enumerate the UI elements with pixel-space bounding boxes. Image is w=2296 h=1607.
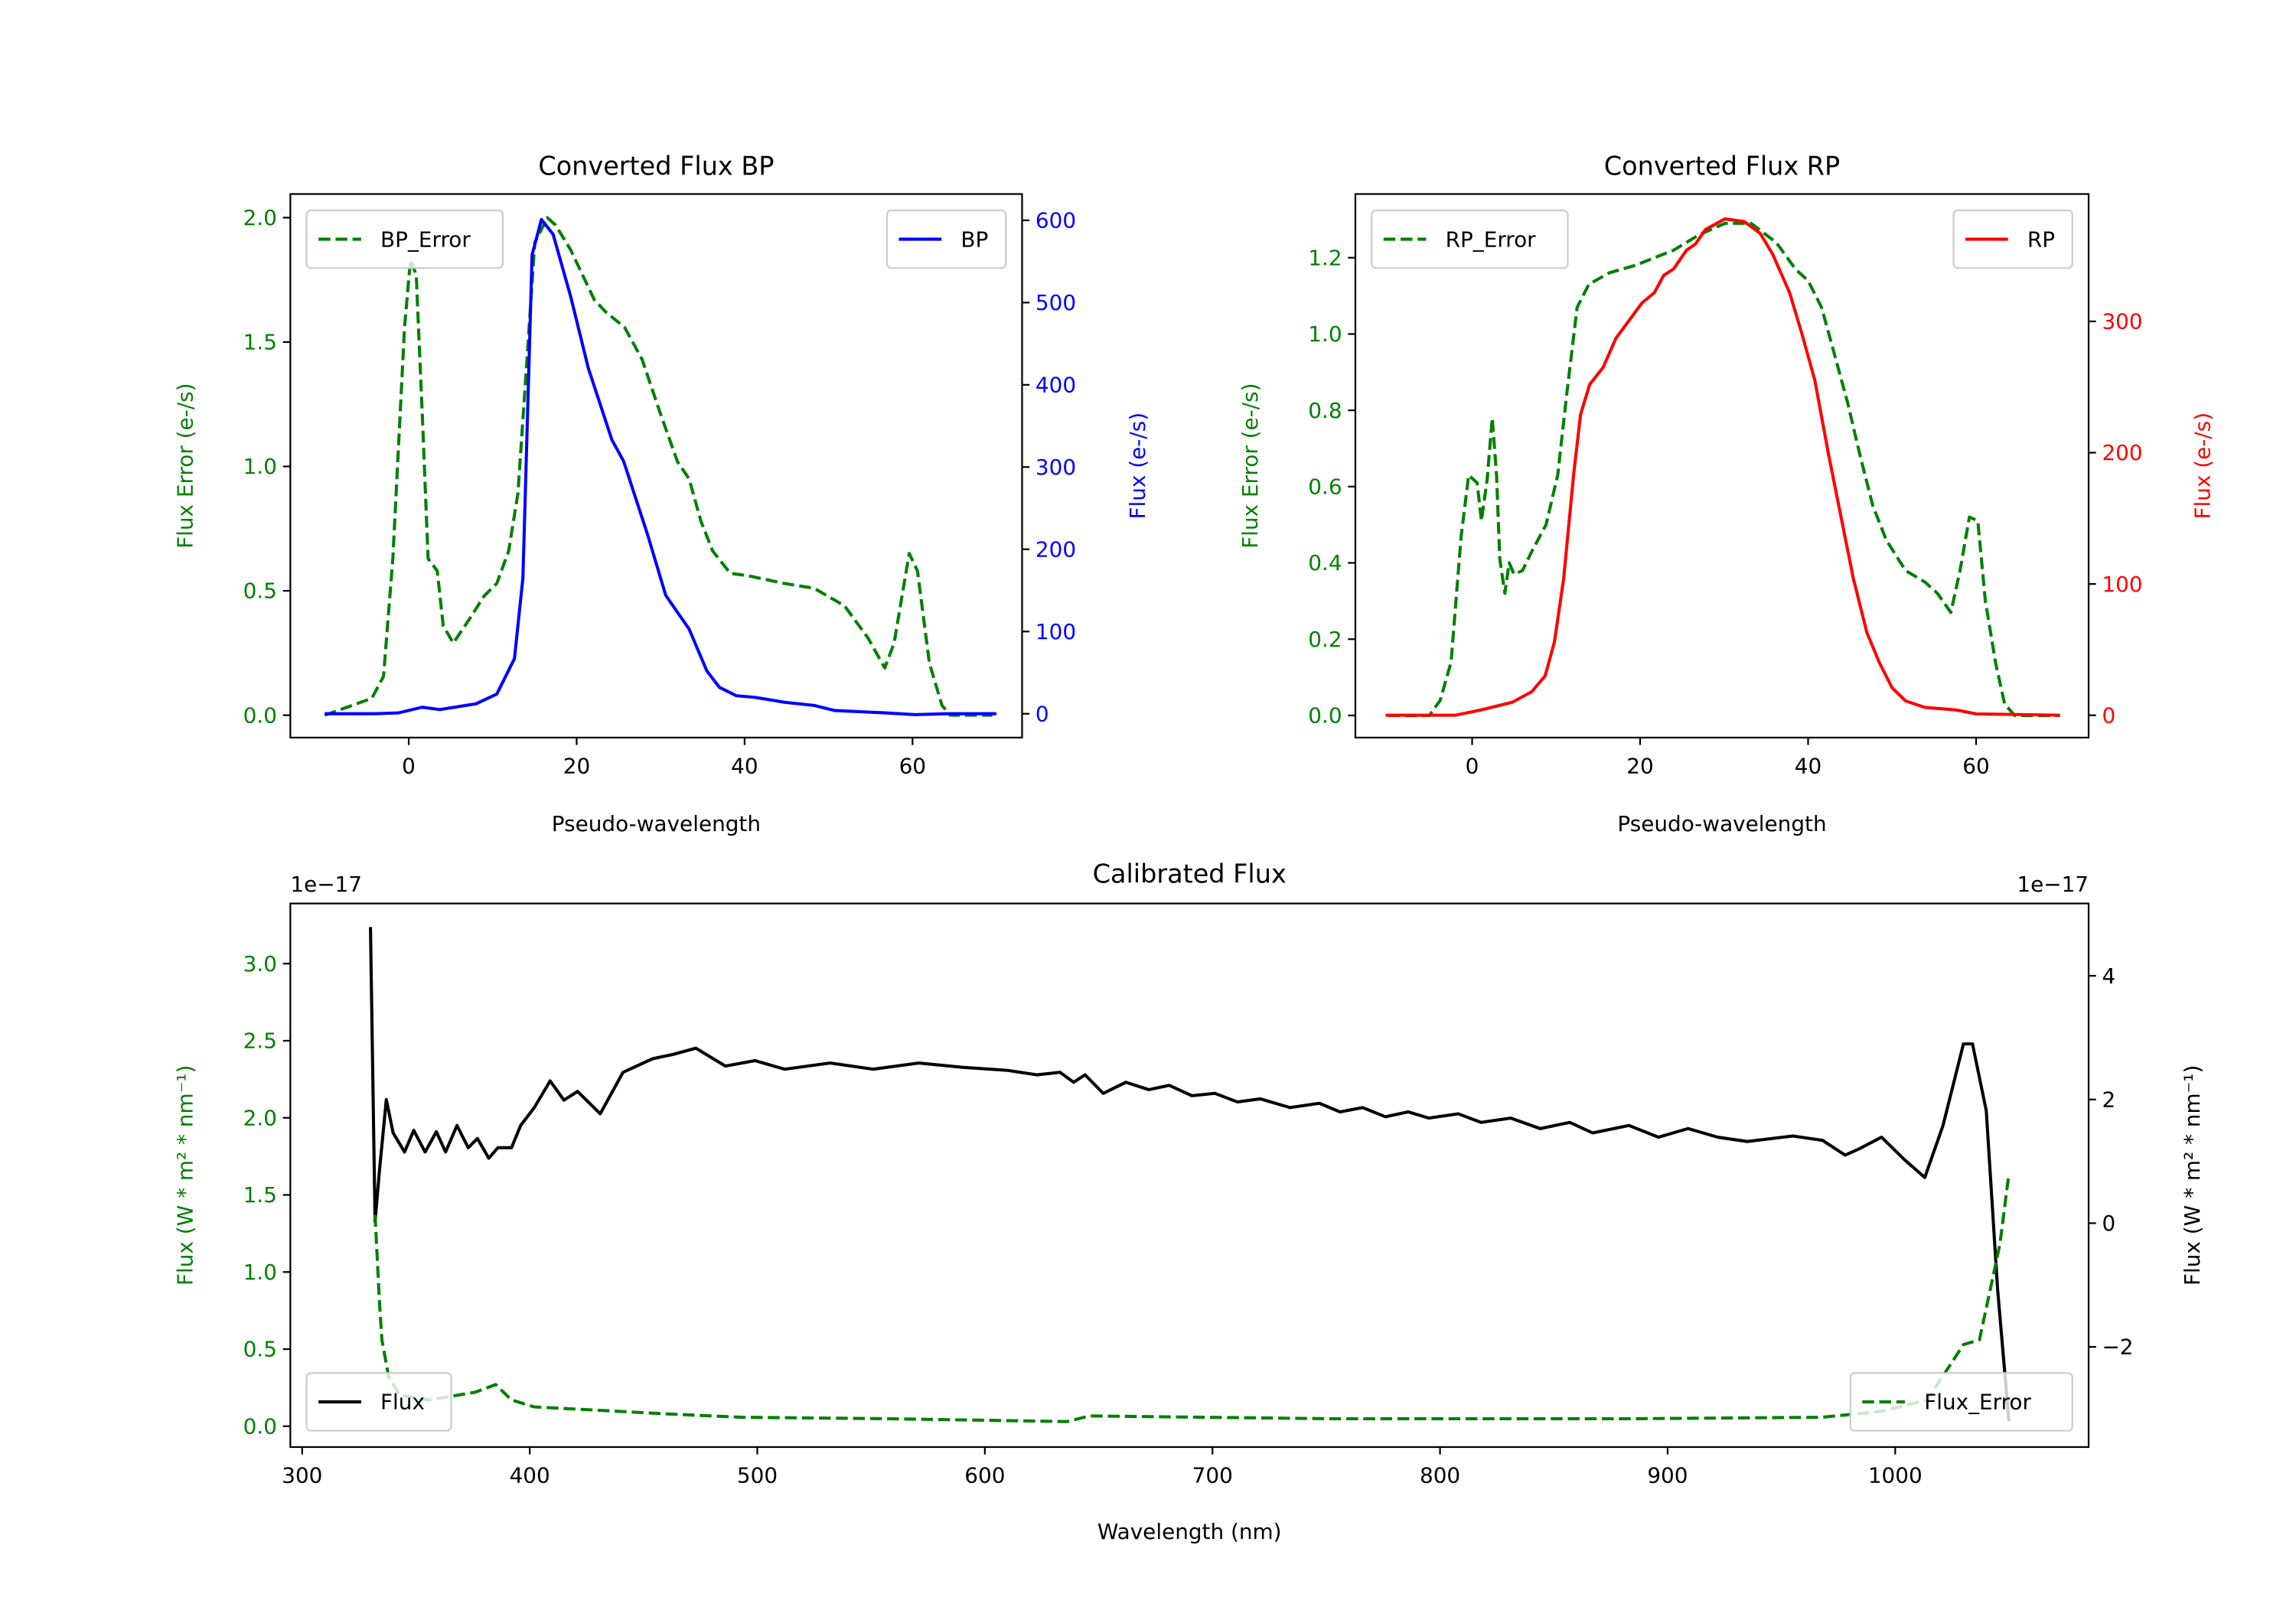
y-left-tick-label: 2.5 bbox=[243, 1028, 277, 1054]
legend-box bbox=[1371, 209, 1569, 269]
y-right-axis-label: Flux (e-/s) bbox=[2190, 412, 2216, 520]
y-right-tick-label: 100 bbox=[1035, 619, 1076, 644]
legend-label: Flux bbox=[380, 1390, 425, 1415]
x-tick-label: 400 bbox=[510, 1462, 550, 1488]
y-right-tick-label: 600 bbox=[1035, 208, 1076, 233]
legend-label: RP_Error bbox=[1446, 227, 1537, 252]
x-tick-label: 20 bbox=[563, 753, 590, 778]
y-right-tick-label: 300 bbox=[2102, 309, 2142, 334]
y-right-tick-label: 2 bbox=[2102, 1087, 2115, 1112]
y-left-axis-label: Flux (W * m² * nm⁻¹) bbox=[173, 1065, 198, 1286]
y-right-tick-label: 500 bbox=[1035, 290, 1076, 315]
y-left-tick-label: 0.0 bbox=[1308, 703, 1342, 729]
legend-box bbox=[1952, 209, 2073, 269]
chart-1: 0 20 40 60 0.0 0.2 0.4 0.6 0.8 1.0 1.2 0 100 200 300 Co… bbox=[1238, 151, 2216, 836]
x-tick-label: 40 bbox=[1795, 753, 1821, 778]
chart-title: Calibrated Flux bbox=[1093, 859, 1287, 889]
x-tick-label: 700 bbox=[1192, 1462, 1233, 1488]
y-left-axis-label: Flux Error (e-/s) bbox=[173, 383, 198, 549]
chart-2: 300 400 500 600 700 800 900 1000 0.0 0.5 1.0 1.5 2.0… bbox=[173, 859, 2206, 1544]
chart-0: 0 20 40 60 0.0 0.5 1.0 1.5 2.0 0 100 200 300 400 500 60… bbox=[173, 151, 1151, 836]
legend-bp-error: BP_Error bbox=[305, 209, 504, 269]
y-left-tick-label: 0.0 bbox=[243, 1413, 277, 1439]
y-right-tick-label: 200 bbox=[1035, 536, 1076, 562]
y-left-tick-label: 0.8 bbox=[1308, 398, 1342, 423]
x-tick-label: 60 bbox=[1962, 753, 1989, 778]
series-line-bp bbox=[325, 217, 997, 716]
legend-box bbox=[305, 1372, 452, 1432]
legend-bp: BP bbox=[885, 209, 1007, 269]
y-left-tick-label: 1.0 bbox=[243, 454, 277, 479]
y-right-axis-label: Flux (W * m² * nm⁻¹) bbox=[2180, 1065, 2205, 1286]
chart-title: Converted Flux RP bbox=[1604, 151, 1840, 181]
x-tick-label: 500 bbox=[737, 1462, 778, 1488]
y-left-tick-label: 1.0 bbox=[243, 1260, 277, 1285]
y-left-axis-label: Flux Error (e-/s) bbox=[1238, 383, 1263, 549]
x-tick-label: 0 bbox=[1466, 753, 1479, 778]
y-right-tick-label: 300 bbox=[1035, 455, 1076, 480]
y-left-tick-label: 0.5 bbox=[243, 579, 277, 604]
legend-label: RP bbox=[2027, 227, 2055, 252]
x-axis-label: Pseudo-wavelength bbox=[552, 811, 761, 836]
x-tick-label: 600 bbox=[964, 1462, 1005, 1488]
y-left-tick-label: 0.6 bbox=[1308, 474, 1342, 500]
legend-box bbox=[1849, 1372, 2073, 1432]
y-left-tick-label: 0.5 bbox=[243, 1337, 277, 1362]
y-right-tick-label: 0 bbox=[1035, 701, 1049, 726]
x-tick-label: 0 bbox=[402, 753, 416, 778]
x-tick-label: 1000 bbox=[1868, 1462, 1923, 1488]
x-tick-label: 60 bbox=[899, 753, 926, 778]
axes-frame bbox=[1354, 193, 2090, 738]
y-left-tick-label: 1.5 bbox=[243, 1182, 277, 1208]
x-axis-label: Pseudo-wavelength bbox=[1617, 811, 1826, 836]
y-right-offset-label: 1e−17 bbox=[2017, 872, 2089, 897]
legend-flux-error: Flux_Error bbox=[1849, 1372, 2073, 1432]
y-left-tick-label: 3.0 bbox=[243, 951, 277, 976]
legend-label: BP_Error bbox=[380, 227, 471, 252]
y-left-tick-label: 1.0 bbox=[1308, 321, 1342, 347]
y-left-tick-label: 0.4 bbox=[1308, 550, 1342, 575]
series-line-rp-error bbox=[1388, 221, 2060, 718]
y-right-tick-label: 400 bbox=[1035, 373, 1076, 398]
x-axis-label: Wavelength (nm) bbox=[1097, 1519, 1282, 1544]
x-tick-label: 900 bbox=[1647, 1462, 1688, 1488]
y-right-tick-label: 0 bbox=[2102, 702, 2115, 728]
y-right-tick-label: 4 bbox=[2102, 963, 2115, 989]
y-right-axis-label: Flux (e-/s) bbox=[1125, 412, 1150, 520]
series-line-flux bbox=[369, 927, 2011, 1422]
legend-flux: Flux bbox=[305, 1372, 452, 1432]
y-right-tick-label: −2 bbox=[2102, 1335, 2133, 1360]
legend-label: BP bbox=[960, 227, 988, 252]
y-right-tick-label: 200 bbox=[2102, 440, 2142, 465]
legend-rp: RP bbox=[1952, 209, 2073, 269]
y-left-tick-label: 2.0 bbox=[243, 1105, 277, 1130]
y-left-offset-label: 1e−17 bbox=[290, 872, 362, 897]
y-left-tick-label: 1.2 bbox=[1308, 245, 1342, 270]
axes-frame bbox=[289, 902, 2090, 1449]
series-line-bp-error bbox=[324, 216, 993, 717]
x-tick-label: 20 bbox=[1626, 753, 1653, 778]
x-tick-label: 800 bbox=[1420, 1462, 1460, 1488]
legend-box bbox=[885, 209, 1007, 269]
y-left-tick-label: 1.5 bbox=[243, 330, 277, 355]
y-left-tick-label: 0.0 bbox=[243, 702, 277, 728]
legend-label: Flux_Error bbox=[1924, 1390, 2031, 1415]
chart-title: Converted Flux BP bbox=[538, 151, 774, 181]
y-right-tick-label: 0 bbox=[2102, 1211, 2115, 1236]
series-line-rp bbox=[1385, 217, 2060, 717]
y-right-tick-label: 100 bbox=[2102, 572, 2142, 597]
y-left-tick-label: 0.2 bbox=[1308, 627, 1342, 652]
x-tick-label: 300 bbox=[282, 1462, 322, 1488]
legend-box bbox=[305, 209, 504, 269]
x-tick-label: 40 bbox=[731, 753, 758, 778]
legend-rp-error: RP_Error bbox=[1371, 209, 1569, 269]
y-left-tick-label: 2.0 bbox=[243, 205, 277, 230]
